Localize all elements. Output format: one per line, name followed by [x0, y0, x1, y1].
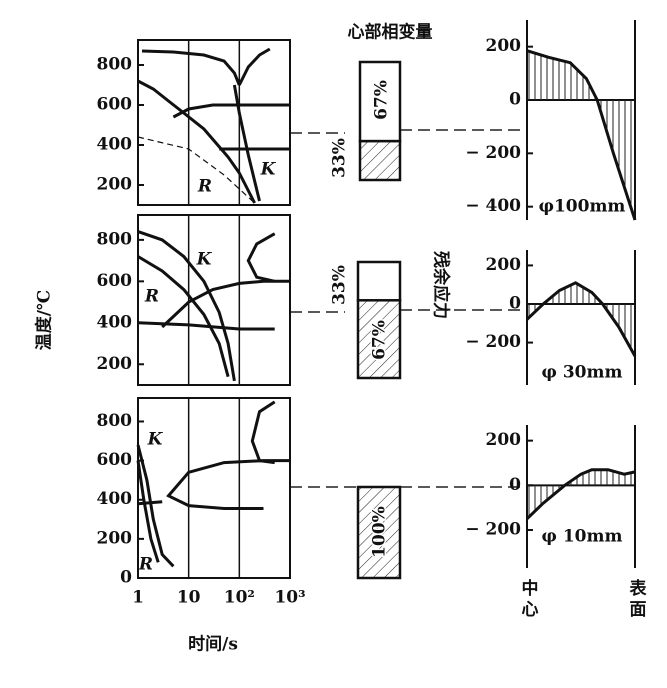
value-label: 67%: [372, 80, 392, 120]
curve: [137, 136, 256, 204]
y-tick-label: 400: [97, 312, 133, 332]
annotation: K: [147, 430, 164, 450]
y-tick-label: − 200: [465, 143, 521, 163]
y-tick-label: 0: [509, 90, 521, 110]
x-axis-label: 时间/s: [188, 634, 238, 655]
leader-lines: [290, 129, 527, 488]
y-tick-label: 200: [97, 175, 133, 195]
diameter-label: φ 10mm: [542, 527, 623, 547]
y-tick-label: 600: [97, 271, 133, 291]
bar-segment: [356, 485, 402, 580]
bar-segment: [356, 260, 402, 302]
y-tick-label: 400: [97, 135, 133, 155]
y-tick-label: 800: [97, 411, 133, 431]
stress-curve: [526, 49, 637, 221]
x-end-label: 表面: [626, 578, 647, 621]
y-tick-label: 200: [486, 36, 522, 56]
stress-curve: [525, 468, 636, 520]
column-title: 心部相变量: [348, 22, 433, 43]
curve: [237, 47, 271, 86]
x-tick-label: 1: [132, 588, 144, 608]
y-tick-label: − 200: [465, 520, 521, 540]
curve: [246, 232, 276, 283]
x-tick-label: 10: [177, 588, 201, 608]
diameter-label: φ100mm: [539, 197, 626, 217]
bar-segment: [358, 139, 402, 182]
y-axis-label: 温度/℃: [34, 290, 55, 351]
y-tick-label: − 400: [465, 196, 521, 216]
y-tick-label: 600: [97, 95, 133, 115]
annotation: R: [197, 177, 212, 197]
y-tick-label: 400: [97, 489, 133, 509]
curve: [136, 460, 160, 563]
value-label: 33%: [330, 265, 350, 305]
annotation: K: [260, 160, 277, 180]
annotation: R: [144, 287, 159, 307]
stress-area: [527, 50, 635, 221]
x-tick-label: 10³: [274, 588, 305, 608]
y-tick-label: 200: [97, 354, 133, 374]
stress-curve: [525, 281, 637, 357]
curve: [161, 279, 290, 329]
value-label: 67%: [370, 320, 390, 360]
y-tick-label: 600: [97, 450, 133, 470]
curve: [141, 49, 241, 86]
stress-area: [527, 469, 635, 519]
y-tick-label: 0: [509, 475, 521, 495]
value-label: 100%: [370, 506, 390, 558]
y-tick-label: 0: [509, 294, 521, 314]
curve: [136, 444, 175, 568]
annotation: K: [196, 250, 213, 270]
curve: [137, 255, 230, 378]
x-tick-label: 10²: [224, 588, 255, 608]
curve: [137, 321, 275, 331]
curve: [172, 103, 290, 119]
y-tick-label: − 200: [465, 332, 521, 352]
curve: [232, 84, 261, 202]
annotation: R: [138, 555, 153, 575]
x-end-label: 中心: [518, 578, 539, 621]
bar-segment: [358, 60, 402, 143]
y-tick-label: 0: [120, 568, 132, 588]
y-tick-label: 200: [486, 255, 522, 275]
stress-area: [527, 282, 635, 357]
y-axis-label: 残余应力: [431, 251, 452, 319]
curve: [137, 230, 236, 382]
y-tick-label: 800: [97, 229, 133, 249]
curve: [137, 79, 256, 204]
curve: [166, 459, 290, 510]
diameter-label: φ 30mm: [542, 363, 623, 383]
plot-frame: [137, 39, 291, 206]
y-tick-label: 800: [97, 55, 133, 75]
y-tick-label: 200: [97, 528, 133, 548]
curve: [250, 400, 276, 465]
value-label: 33%: [330, 138, 350, 178]
y-tick-label: 200: [486, 430, 522, 450]
